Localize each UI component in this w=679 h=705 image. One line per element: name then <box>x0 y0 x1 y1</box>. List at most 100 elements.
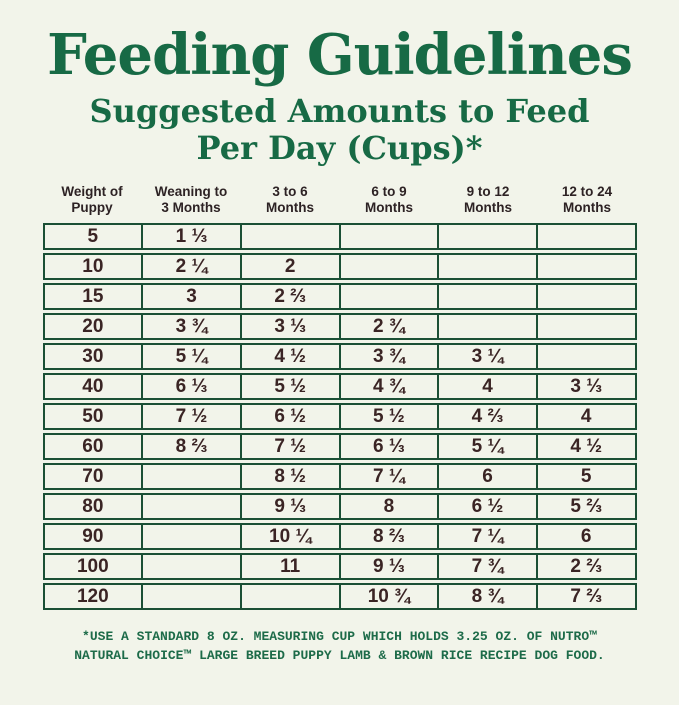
amount-cell: 2 ⅔ <box>242 285 341 309</box>
weight-cell: 30 <box>45 345 144 369</box>
weight-cell: 70 <box>45 465 144 489</box>
amount-cell <box>439 285 538 309</box>
page-title: Feeding Guidelines <box>47 22 633 88</box>
subtitle-line-1: Suggested Amounts to Feed <box>89 91 590 130</box>
amount-cell: 8 ¾ <box>439 585 538 609</box>
amount-cell: 10 ¼ <box>242 525 341 549</box>
amount-cell: 3 ¾ <box>143 315 242 339</box>
amount-cell: 4 <box>580 405 592 427</box>
amount-cell <box>538 225 635 248</box>
column-header: 6 to 9 Months <box>365 184 413 216</box>
footnote-line-1: *USE A STANDARD 8 OZ. MEASURING CUP WHIC… <box>82 629 597 645</box>
amount-cell: 2 ¾ <box>341 315 440 339</box>
amount-cell: 10 ¾ <box>341 585 440 609</box>
amount-cell: 3 ⅓ <box>242 315 341 339</box>
amount-cell <box>341 285 440 309</box>
amount-cell: 8 ⅔ <box>341 525 440 549</box>
amount-cell: 7 ½ <box>143 405 242 429</box>
amount-cell: 8 ⅔ <box>143 435 242 459</box>
amount-cell: 4 ½ <box>242 345 341 369</box>
footnote-line-2: NATURAL CHOICE™ LARGE BREED PUPPY LAMB &… <box>74 648 605 664</box>
amount-cell: 3 <box>143 285 242 309</box>
amount-cell: 7 ¼ <box>341 465 440 489</box>
amount-cell: 2 <box>242 255 341 279</box>
weight-cell: 40 <box>45 375 144 399</box>
weight-cell: 5 <box>45 225 144 249</box>
amount-cell: 6 ½ <box>242 405 341 429</box>
amount-cell: 4 ½ <box>570 435 603 457</box>
weight-cell: 120 <box>45 585 144 609</box>
amount-cell: 8 ½ <box>242 465 341 489</box>
amount-cell: 3 ⅓ <box>570 375 603 397</box>
amount-cell: 5 ½ <box>242 375 341 399</box>
footnote: *USE A STANDARD 8 OZ. MEASURING CUP WHIC… <box>0 627 679 665</box>
amount-cell <box>143 555 242 579</box>
amount-cell: 6 ½ <box>439 495 538 519</box>
column-header: 12 to 24 Months <box>561 184 613 216</box>
amount-cell <box>242 225 341 249</box>
amount-cell: 7 ¾ <box>439 555 538 579</box>
weight-cell: 90 <box>45 525 144 549</box>
amount-cell <box>341 255 440 279</box>
amount-cell <box>538 255 635 278</box>
table-row: 15 3 2 ⅔ <box>42 283 637 311</box>
amount-cell <box>242 585 341 609</box>
weight-cell: 20 <box>45 315 144 339</box>
page-subtitle: Suggested Amounts to Feed Per Day (Cups)… <box>0 91 679 167</box>
amount-cell: 6 ⅓ <box>143 375 242 399</box>
table-header-row: Weight of Puppy Weaning to 3 Months 3 to 6 Mo… <box>43 184 637 216</box>
amount-cell: 2 ¼ <box>143 255 242 279</box>
amount-cell: 6 <box>439 465 538 489</box>
amount-cell <box>143 495 242 519</box>
amount-cell: 7 ¼ <box>439 525 538 549</box>
amount-cell: 7 ⅔ <box>570 585 603 607</box>
amount-cell <box>341 225 440 249</box>
amount-cell: 9 ⅓ <box>341 555 440 579</box>
amount-cell <box>439 315 538 339</box>
amount-cell: 2 ⅔ <box>570 555 603 577</box>
amount-cell: 9 ⅓ <box>242 495 341 519</box>
amount-cell: 5 ¼ <box>143 345 242 369</box>
column-header: Weaning to 3 Months <box>154 184 228 216</box>
amount-cell <box>439 255 538 279</box>
amount-cell: 5 ½ <box>341 405 440 429</box>
column-header: Weight of Puppy <box>61 184 123 216</box>
weight-cell: 50 <box>45 405 144 429</box>
amount-cell: 6 ⅓ <box>341 435 440 459</box>
amount-cell: 3 ¼ <box>439 345 538 369</box>
amount-cell: 7 ½ <box>242 435 341 459</box>
column-header: 9 to 12 Months <box>464 184 512 216</box>
amount-cell: 5 ⅔ <box>570 495 603 517</box>
weight-cell: 100 <box>45 555 144 579</box>
amount-cell: 11 <box>242 555 341 579</box>
amount-cell: 5 ¼ <box>439 435 538 459</box>
weight-cell: 80 <box>45 495 144 519</box>
amount-cell <box>143 525 242 549</box>
amount-cell: 5 <box>580 465 592 487</box>
amount-cell <box>538 315 635 338</box>
feeding-guidelines-panel: Feeding Guidelines Suggested Amounts to … <box>0 26 679 705</box>
amount-cell: 4 ¾ <box>341 375 440 399</box>
amount-cell: 8 <box>341 495 440 519</box>
amount-cell: 6 <box>580 525 592 547</box>
weight-cell: 15 <box>45 285 144 309</box>
amount-cell <box>143 585 242 609</box>
weight-cell: 10 <box>45 255 144 279</box>
amount-cell <box>538 285 635 308</box>
amount-cell <box>538 345 635 368</box>
subtitle-line-2: Per Day (Cups)* <box>196 128 483 167</box>
amount-cell: 3 ¾ <box>341 345 440 369</box>
